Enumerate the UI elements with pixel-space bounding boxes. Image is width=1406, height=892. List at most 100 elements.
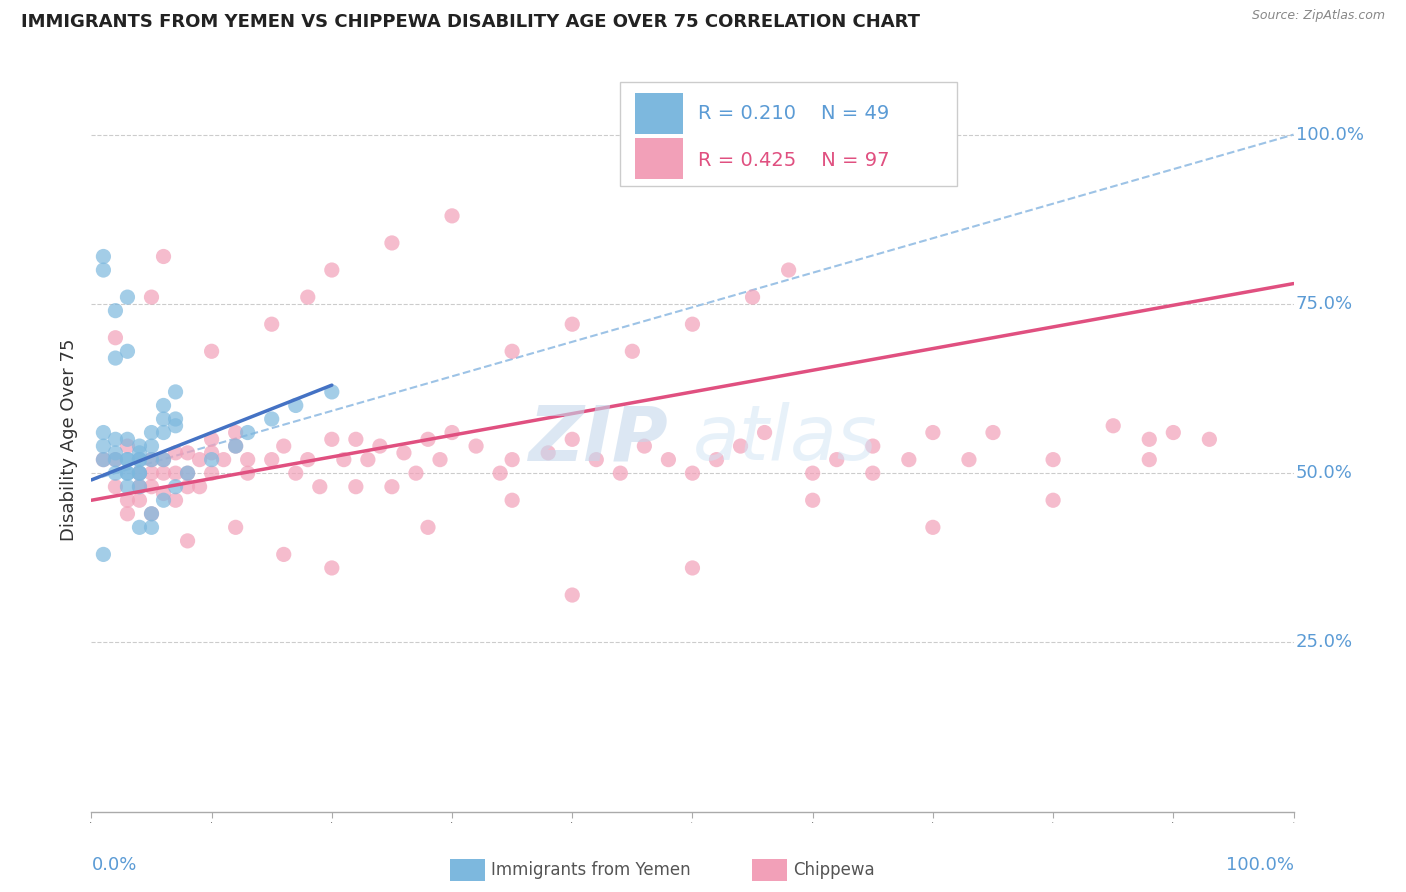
Y-axis label: Disability Age Over 75: Disability Age Over 75 xyxy=(60,338,79,541)
Point xyxy=(104,480,127,494)
Point xyxy=(321,263,343,277)
Text: 100.0%: 100.0% xyxy=(1296,126,1364,144)
Point xyxy=(1161,425,1184,440)
Point xyxy=(706,452,728,467)
Point xyxy=(152,486,174,500)
Point xyxy=(93,548,115,562)
Point xyxy=(236,466,259,480)
Point xyxy=(212,452,235,467)
Point xyxy=(225,425,247,440)
Point xyxy=(501,452,523,467)
Point xyxy=(321,433,343,447)
Point xyxy=(633,439,655,453)
Point xyxy=(165,446,187,460)
Point xyxy=(141,507,163,521)
FancyBboxPatch shape xyxy=(634,137,683,178)
Point xyxy=(778,263,800,277)
Point xyxy=(381,480,404,494)
Point xyxy=(225,520,247,534)
Point xyxy=(405,466,427,480)
Point xyxy=(273,548,295,562)
Point xyxy=(730,439,752,453)
Point xyxy=(117,493,139,508)
Point xyxy=(104,466,127,480)
Point xyxy=(501,493,523,508)
Point xyxy=(201,452,224,467)
Point xyxy=(188,480,211,494)
Point xyxy=(165,493,187,508)
Point xyxy=(862,439,884,453)
Point xyxy=(392,446,415,460)
Point xyxy=(104,452,127,467)
Point xyxy=(801,493,824,508)
Point xyxy=(381,235,404,250)
Point xyxy=(1042,493,1064,508)
Point xyxy=(922,425,945,440)
Point xyxy=(176,480,198,494)
Point xyxy=(176,533,198,548)
Point xyxy=(981,425,1004,440)
Point xyxy=(284,466,307,480)
Point xyxy=(104,446,127,460)
Point xyxy=(141,425,163,440)
Point xyxy=(93,452,115,467)
Point xyxy=(165,412,187,426)
Point xyxy=(128,480,150,494)
Point xyxy=(117,452,139,467)
Point xyxy=(104,433,127,447)
Text: Chippewa: Chippewa xyxy=(793,861,875,879)
Point xyxy=(825,452,848,467)
Text: 100.0%: 100.0% xyxy=(1226,856,1294,874)
Point xyxy=(1137,452,1160,467)
Point xyxy=(152,399,174,413)
Point xyxy=(152,466,174,480)
Point xyxy=(225,439,247,453)
Point xyxy=(117,466,139,480)
Point xyxy=(117,344,139,359)
Point xyxy=(128,493,150,508)
Point xyxy=(104,351,127,365)
Point xyxy=(128,466,150,480)
Point xyxy=(321,561,343,575)
Point xyxy=(176,466,198,480)
Point xyxy=(897,452,920,467)
Point xyxy=(141,452,163,467)
Point xyxy=(297,290,319,304)
Point xyxy=(188,452,211,467)
Text: 75.0%: 75.0% xyxy=(1296,295,1353,313)
Point xyxy=(440,425,463,440)
Point xyxy=(201,466,224,480)
Point xyxy=(201,446,224,460)
Point xyxy=(489,466,512,480)
Point xyxy=(165,466,187,480)
Point xyxy=(152,452,174,467)
Point xyxy=(117,439,139,453)
Point xyxy=(416,520,439,534)
Text: 25.0%: 25.0% xyxy=(1296,633,1353,651)
Point xyxy=(93,425,115,440)
Point xyxy=(1198,433,1220,447)
Point xyxy=(93,439,115,453)
Point xyxy=(681,317,703,331)
Text: IMMIGRANTS FROM YEMEN VS CHIPPEWA DISABILITY AGE OVER 75 CORRELATION CHART: IMMIGRANTS FROM YEMEN VS CHIPPEWA DISABI… xyxy=(21,13,920,31)
Point xyxy=(152,425,174,440)
Point xyxy=(681,466,703,480)
Point xyxy=(862,466,884,480)
Point xyxy=(236,452,259,467)
Point xyxy=(152,250,174,264)
Point xyxy=(333,452,356,467)
FancyBboxPatch shape xyxy=(620,82,957,186)
Point xyxy=(117,466,139,480)
Point xyxy=(141,290,163,304)
Point xyxy=(201,433,224,447)
Point xyxy=(465,439,488,453)
Point xyxy=(176,466,198,480)
Point xyxy=(128,446,150,460)
Point xyxy=(429,452,451,467)
Point xyxy=(128,466,150,480)
Point xyxy=(93,250,115,264)
Point xyxy=(440,209,463,223)
Point xyxy=(104,452,127,467)
Point xyxy=(141,466,163,480)
Point xyxy=(344,433,367,447)
